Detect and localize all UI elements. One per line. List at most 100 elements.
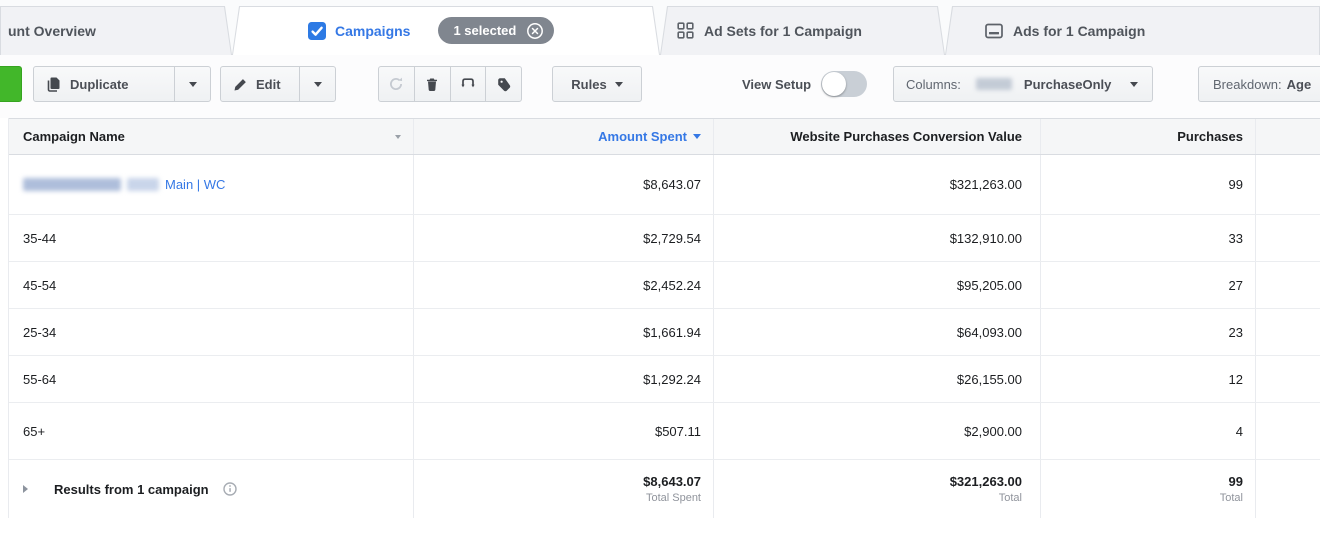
total-spent-cell: $8,643.07 Total Spent	[414, 460, 714, 518]
amount-spent-cell: $507.11	[414, 403, 714, 459]
header-amount-spent[interactable]: Amount Spent	[414, 119, 714, 154]
selected-count-badge[interactable]: 1 selected	[438, 17, 555, 44]
purchases-cell: 23	[1041, 309, 1256, 355]
tab-bar: unt Overview Campaigns 1 selected	[0, 0, 1320, 55]
duplicate-button-group[interactable]: Duplicate	[33, 66, 211, 102]
extra-cell	[1256, 155, 1320, 214]
age-range-cell: 25-34	[9, 309, 414, 355]
amount-spent-cell: $2,729.54	[414, 215, 714, 261]
create-button[interactable]	[0, 66, 22, 102]
amount-spent-cell: $8,643.07	[414, 155, 714, 214]
total-spent-value: $8,643.07	[643, 474, 701, 489]
view-setup-label: View Setup	[742, 76, 812, 92]
extra-cell	[1256, 215, 1320, 261]
tab-ads[interactable]: Ads for 1 Campaign	[945, 6, 1320, 55]
conversion-value-cell: $132,910.00	[714, 215, 1041, 261]
amount-spent-cell: $2,452.24	[414, 262, 714, 308]
breakdown-button[interactable]: Breakdown: Age	[1198, 66, 1320, 102]
view-setup-toggle[interactable]	[821, 71, 868, 97]
refresh-button[interactable]	[379, 67, 414, 101]
conversion-value-cell: $26,155.00	[714, 356, 1041, 402]
redacted-columns-preset	[975, 78, 1012, 90]
conversion-value-cell: $2,900.00	[714, 403, 1041, 459]
extra-cell	[1256, 262, 1320, 308]
header-extra	[1256, 119, 1320, 154]
breakdown-value: Age	[1286, 76, 1312, 92]
tab-shape-fill	[661, 7, 944, 55]
selected-count-label: 1 selected	[453, 23, 517, 38]
view-setup-control: View Setup	[742, 66, 868, 102]
table-row-age-25-34: 25-34 $1,661.94 $64,093.00 23	[9, 309, 1320, 356]
expand-results-icon[interactable]	[23, 485, 28, 493]
redacted-campaign-name	[127, 178, 159, 191]
campaign-name-link[interactable]: Main | WC	[165, 177, 226, 192]
chevron-down-icon	[614, 81, 623, 87]
campaigns-table: Campaign Name Amount Spent Website Purch…	[8, 118, 1320, 518]
table-row-age-45-54: 45-54 $2,452.24 $95,205.00 27	[9, 262, 1320, 309]
tag-button[interactable]	[485, 67, 521, 101]
age-range-cell: 65+	[9, 403, 414, 459]
purchases-cell: 12	[1041, 356, 1256, 402]
header-purchases[interactable]: Purchases	[1041, 119, 1256, 154]
purchases-cell: 4	[1041, 403, 1256, 459]
tab-ads-label: Ads for 1 Campaign	[1013, 22, 1146, 39]
tab-ad-sets-label: Ad Sets for 1 Campaign	[704, 22, 862, 39]
amount-spent-cell: $1,661.94	[414, 309, 714, 355]
duplicate-button[interactable]: Duplicate	[34, 67, 141, 101]
total-conversion-caption: Total	[998, 492, 1022, 504]
edit-button[interactable]: Edit	[221, 67, 293, 101]
chevron-down-icon	[395, 134, 401, 139]
edit-dropdown-button[interactable]	[299, 67, 335, 101]
tab-campaigns-label: Campaigns	[335, 22, 411, 39]
toolbar: Duplicate Edit	[0, 55, 1320, 118]
header-conversion-value[interactable]: Website Purchases Conversion Value	[714, 119, 1041, 154]
edit-pencil-icon	[233, 77, 248, 92]
edit-button-group[interactable]: Edit	[220, 66, 336, 102]
totals-summary-cell: Results from 1 campaign	[9, 460, 414, 518]
campaigns-folder-check-icon	[308, 21, 326, 40]
duplicate-dropdown-button[interactable]	[174, 67, 210, 101]
chevron-down-icon	[188, 81, 197, 87]
info-icon[interactable]	[222, 482, 237, 496]
extra-cell	[1256, 460, 1320, 518]
duplicate-label: Duplicate	[70, 76, 129, 92]
edit-label: Edit	[256, 76, 281, 92]
rules-button[interactable]: Rules	[552, 66, 642, 102]
conversion-value-cell: $95,205.00	[714, 262, 1041, 308]
extra-cell	[1256, 309, 1320, 355]
tab-shape-fill	[946, 7, 1319, 55]
conversion-value-cell: $64,093.00	[714, 309, 1041, 355]
delete-button[interactable]	[413, 67, 450, 101]
table-row-age-55-64: 55-64 $1,292.24 $26,155.00 12	[9, 356, 1320, 403]
tab-shape-fill	[1, 7, 231, 55]
tag-icon	[496, 76, 512, 92]
toggle-knob	[822, 72, 847, 96]
split-test-button[interactable]	[449, 67, 486, 101]
table-header-row: Campaign Name Amount Spent Website Purch…	[9, 118, 1320, 155]
rules-label: Rules	[571, 76, 607, 92]
ads-card-icon	[985, 23, 1003, 39]
table-row-age-35-44: 35-44 $2,729.54 $132,910.00 33	[9, 215, 1320, 262]
age-range-cell: 35-44	[9, 215, 414, 261]
purchases-cell: 33	[1041, 215, 1256, 261]
total-purchases-cell: 99 Total	[1041, 460, 1256, 518]
conversion-value-cell: $321,263.00	[714, 155, 1041, 214]
sort-desc-icon	[693, 134, 701, 139]
columns-button[interactable]: Columns: PurchaseOnly	[893, 66, 1153, 102]
duplicate-icon	[46, 76, 62, 92]
extra-cell	[1256, 403, 1320, 459]
tab-ad-sets[interactable]: Ad Sets for 1 Campaign	[660, 6, 945, 55]
total-purchases-value: 99	[1228, 474, 1243, 489]
action-icons-group	[378, 66, 522, 102]
columns-label: Columns:	[906, 76, 961, 92]
age-range-cell: 55-64	[9, 356, 414, 402]
header-campaign-name[interactable]: Campaign Name	[9, 119, 414, 154]
tab-campaigns[interactable]: Campaigns 1 selected	[232, 6, 660, 55]
tab-account-overview[interactable]: unt Overview	[0, 6, 232, 55]
clear-selection-icon[interactable]	[526, 22, 544, 40]
results-summary-label: Results from 1 campaign	[54, 481, 209, 497]
amount-spent-cell: $1,292.24	[414, 356, 714, 402]
tab-account-overview-label: unt Overview	[8, 22, 96, 39]
purchases-cell: 99	[1041, 155, 1256, 214]
